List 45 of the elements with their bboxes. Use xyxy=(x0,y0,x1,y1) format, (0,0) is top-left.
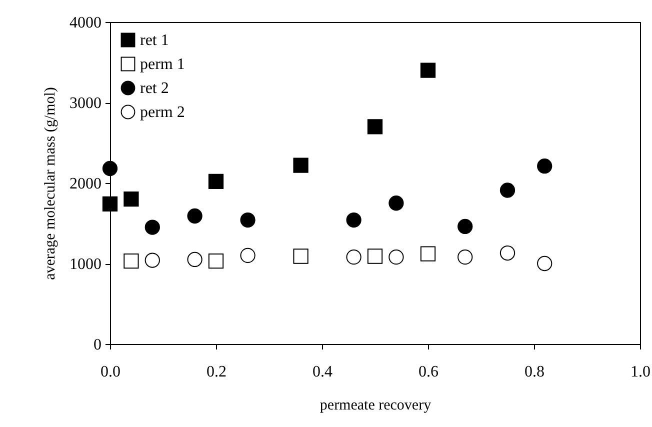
point xyxy=(420,62,436,78)
y-tick-label: 1000 xyxy=(70,256,102,273)
point xyxy=(346,250,362,265)
point xyxy=(458,218,473,234)
point xyxy=(144,252,160,268)
point xyxy=(346,212,362,228)
point xyxy=(240,248,256,264)
point xyxy=(124,254,139,269)
y-tick-label: 0 xyxy=(94,336,102,354)
point xyxy=(208,174,224,189)
x-tick-label: 0.0 xyxy=(100,364,120,380)
point xyxy=(187,252,202,268)
legend-label: perm 2 xyxy=(140,104,185,121)
x-tick-label: 1.0 xyxy=(630,364,650,380)
point xyxy=(293,158,308,173)
point xyxy=(208,254,224,269)
point xyxy=(500,182,516,198)
legend-label: ret 2 xyxy=(140,80,169,97)
point xyxy=(420,246,436,262)
point xyxy=(144,220,160,235)
y-tick-label: 2000 xyxy=(70,176,102,192)
y-tick-label: 3000 xyxy=(70,95,102,112)
x-tick-label: 0.8 xyxy=(524,364,544,380)
x-axis-title: permeate recovery xyxy=(320,398,432,414)
x-tick-label: 0.6 xyxy=(418,364,438,380)
x-tick-label: 0.4 xyxy=(312,364,332,380)
y-tick-label: 4000 xyxy=(70,14,102,32)
point xyxy=(367,119,383,134)
point xyxy=(388,250,404,265)
point xyxy=(537,158,552,174)
point xyxy=(458,250,473,265)
point xyxy=(537,256,552,272)
point xyxy=(124,192,139,207)
point xyxy=(388,196,404,211)
point xyxy=(240,212,256,228)
legend-label: ret 1 xyxy=(140,32,169,49)
point xyxy=(500,245,516,261)
x-tick-label: 0.2 xyxy=(206,364,226,380)
point xyxy=(293,248,308,264)
legend-label: perm 1 xyxy=(140,56,185,73)
point xyxy=(187,208,202,224)
point xyxy=(102,196,118,212)
y-axis-title: average molecular mass (g/mol) xyxy=(42,87,58,280)
point xyxy=(367,248,383,264)
point xyxy=(102,160,118,176)
